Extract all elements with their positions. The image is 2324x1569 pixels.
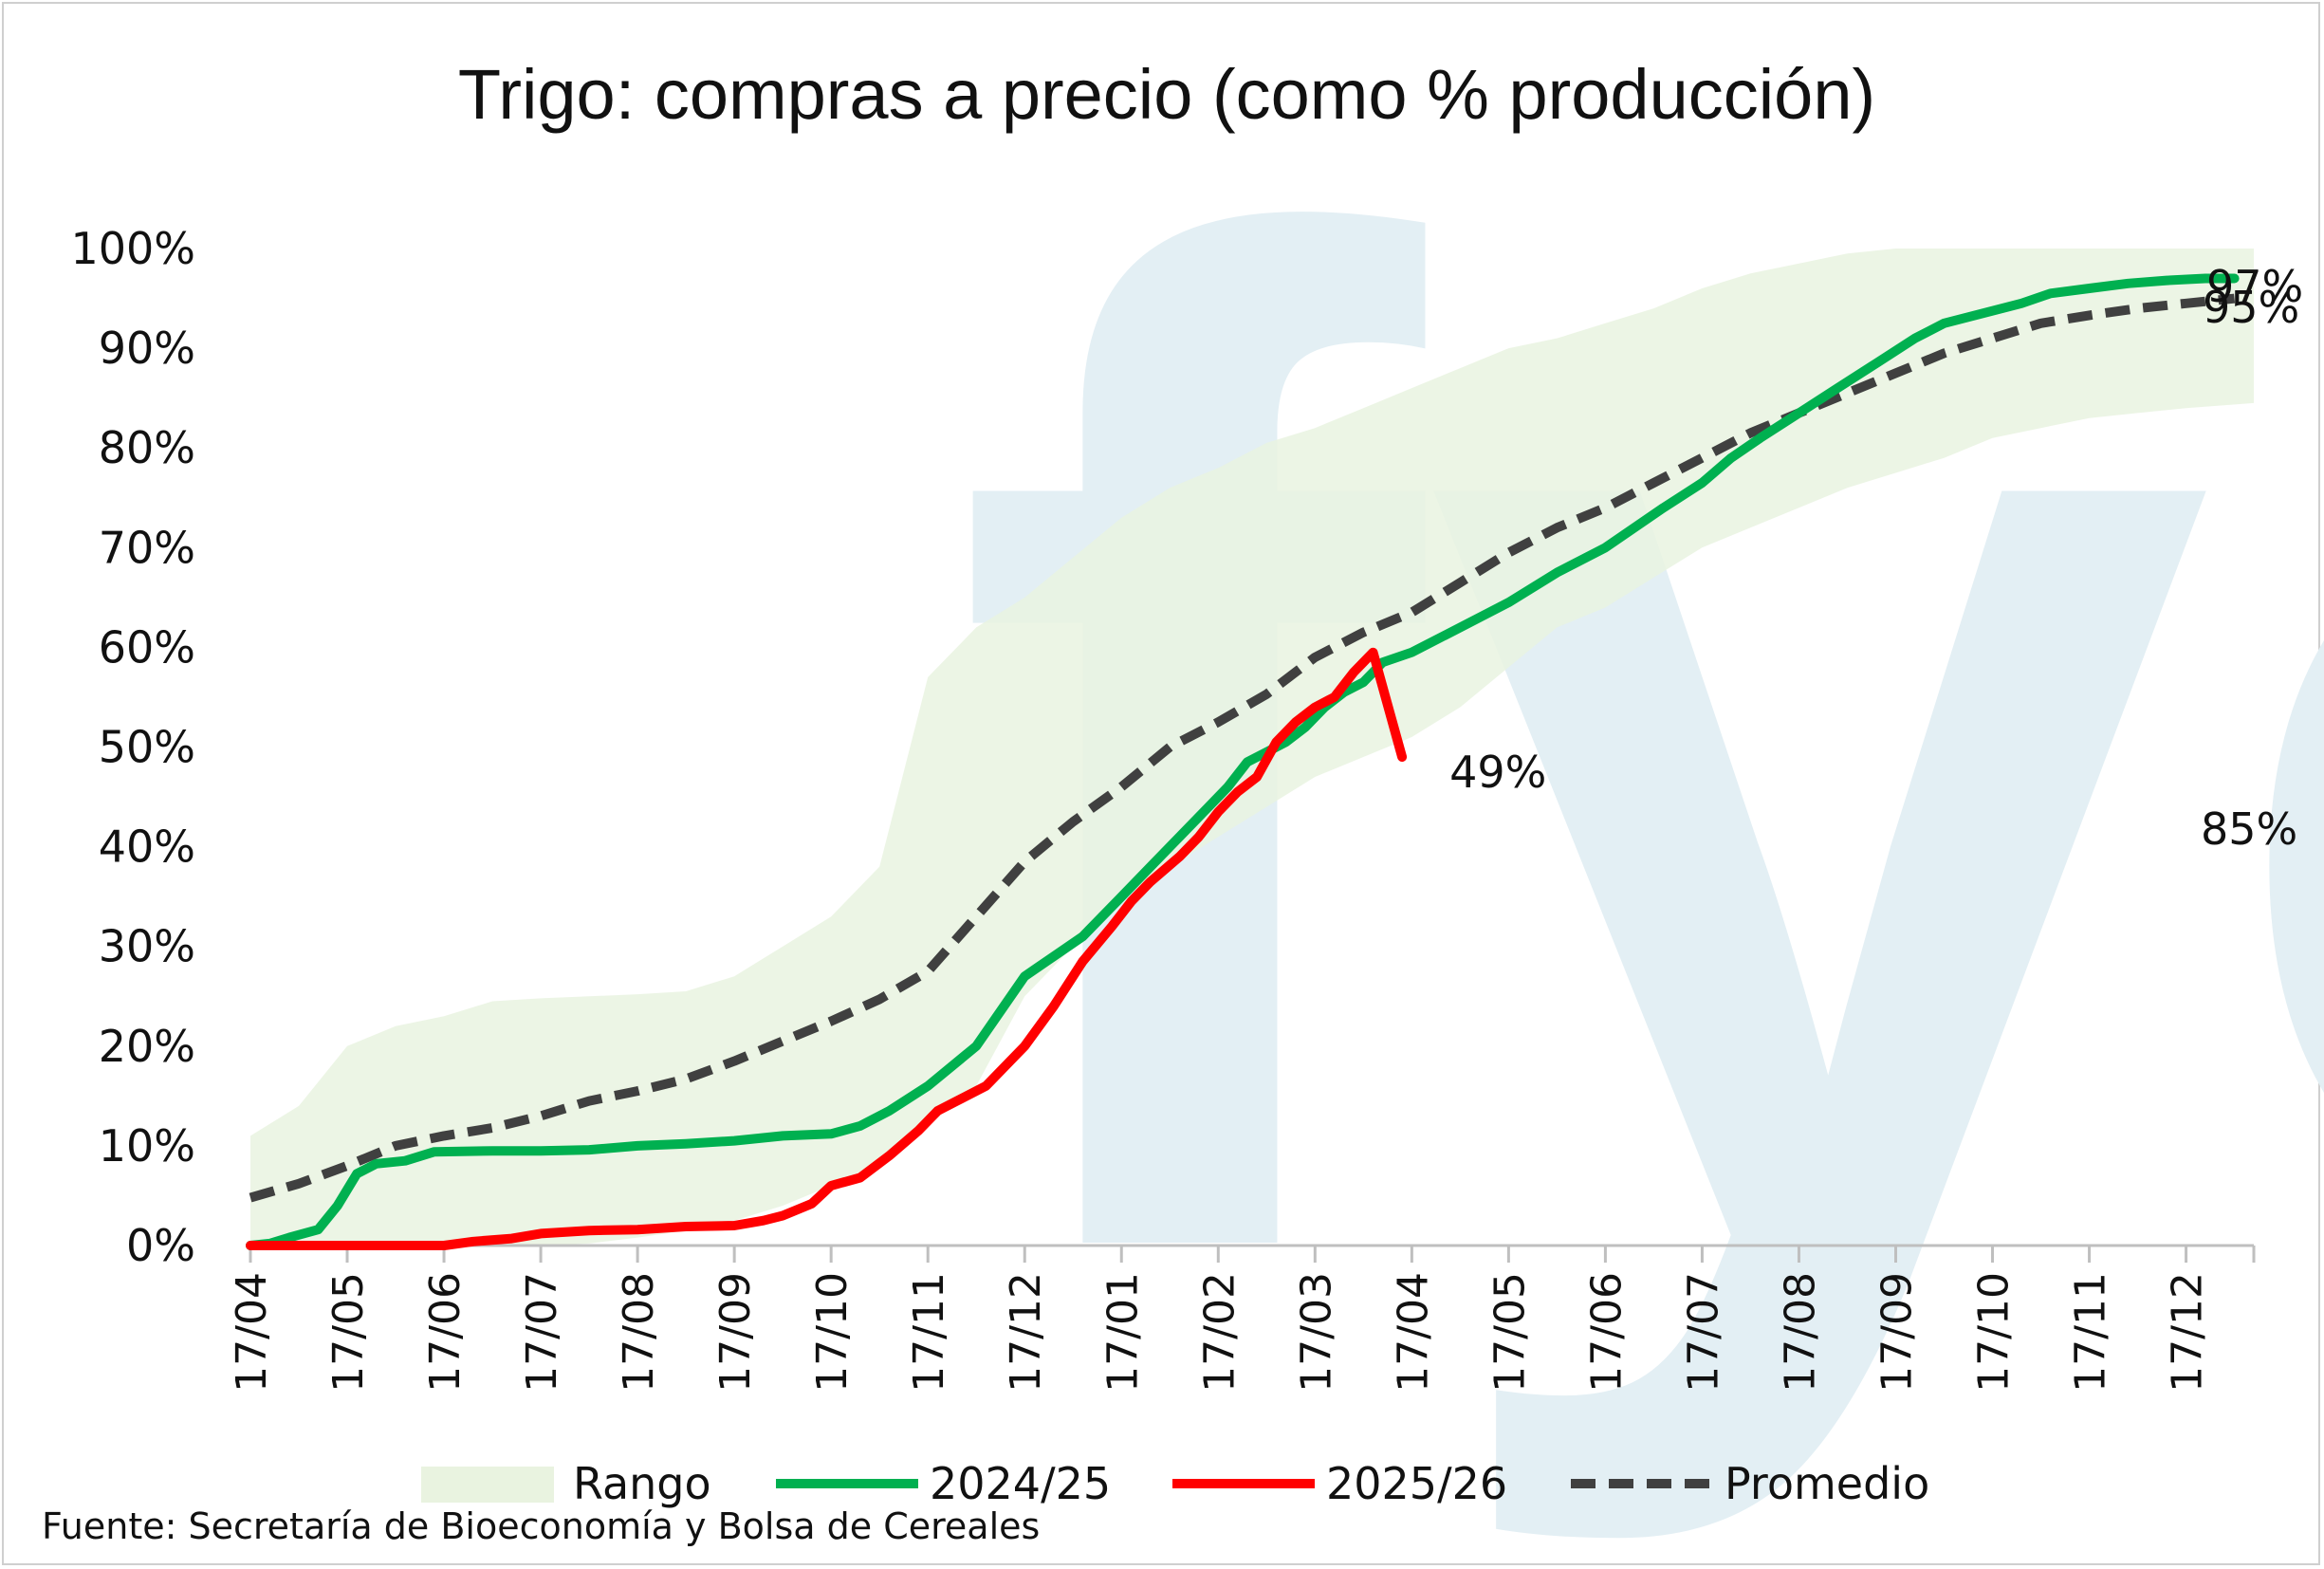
legend-label-promedio: Promedio xyxy=(1725,1458,1929,1509)
x-tick-label: 17/01 xyxy=(1098,1272,1147,1393)
x-tick-label: 17/07 xyxy=(518,1272,566,1393)
x-tick-label: 17/12 xyxy=(2164,1272,2212,1393)
y-tick-label: 100% xyxy=(70,223,195,274)
x-tick-label: 17/11 xyxy=(905,1272,953,1393)
y-tick-label: 20% xyxy=(99,1021,195,1072)
range-band-layer xyxy=(250,249,2254,1246)
end-label-range-low: 85% xyxy=(2201,803,2297,855)
x-tick-label: 17/02 xyxy=(1195,1272,1244,1393)
range-band xyxy=(250,249,2254,1246)
x-tick-label: 17/08 xyxy=(615,1272,663,1393)
legend: Rango 2024/25 2025/26 Promedio xyxy=(421,1458,1929,1509)
legend-label-2025-26: 2025/26 xyxy=(1326,1458,1507,1509)
x-tick-label: 17/05 xyxy=(1485,1272,1534,1393)
series-line-2025-26 xyxy=(246,647,1408,1250)
legend-label-2024-25: 2024/25 xyxy=(930,1458,1111,1509)
y-tick-label: 50% xyxy=(99,722,195,773)
x-tick-label: 17/09 xyxy=(711,1272,760,1393)
x-tick-label: 17/10 xyxy=(808,1272,857,1393)
y-tick-label: 70% xyxy=(99,522,195,573)
x-tick-label: 17/10 xyxy=(1970,1272,2019,1393)
x-tick-label: 17/05 xyxy=(324,1272,373,1393)
x-tick-label: 17/04 xyxy=(1389,1272,1437,1393)
end-labels-layer: 97%95% 49% 85% xyxy=(1449,261,2303,855)
x-tick-label: 17/09 xyxy=(1872,1272,1921,1393)
chart-title: Trigo: compras a precio (como % producci… xyxy=(458,55,1875,134)
y-tick-label: 90% xyxy=(99,323,195,374)
x-tick-label: 17/04 xyxy=(228,1272,276,1393)
legend-label-rango: Rango xyxy=(573,1458,711,1509)
end-label-promedio: 95% xyxy=(2203,282,2299,333)
x-tick-label: 17/12 xyxy=(1002,1272,1050,1393)
legend-swatch-rango xyxy=(421,1467,554,1503)
axes-layer: 0% 10% 20% 30% 40% 50% 60% 70% 80% 90% 100% 17/04 17… xyxy=(70,223,2256,1393)
source-note: Fuente: Secretaría de Bioeconomía y Bols… xyxy=(42,1505,1040,1547)
series-line-promedio xyxy=(249,293,2236,1203)
y-tick-label: 30% xyxy=(99,921,195,972)
y-tick-label: 0% xyxy=(126,1220,195,1271)
end-label-2024-25: 97% xyxy=(2206,261,2303,312)
x-tick-label: 17/06 xyxy=(1582,1272,1631,1393)
series-line-2024-25 xyxy=(246,273,2240,1250)
y-tick-label: 80% xyxy=(99,422,195,473)
end-label-2025-26: 49% xyxy=(1449,747,1546,798)
y-tick-label: 10% xyxy=(99,1120,195,1172)
y-tick-label: 60% xyxy=(99,621,195,673)
x-tick-label: 17/08 xyxy=(1776,1272,1824,1393)
x-tick-label: 17/06 xyxy=(421,1272,470,1393)
x-tick-label: 17/07 xyxy=(1679,1272,1727,1393)
series-layer xyxy=(246,273,2240,1250)
y-tick-label: 40% xyxy=(99,821,195,873)
x-tick-label: 17/11 xyxy=(2067,1272,2115,1393)
x-tick-label: 17/03 xyxy=(1292,1272,1340,1393)
